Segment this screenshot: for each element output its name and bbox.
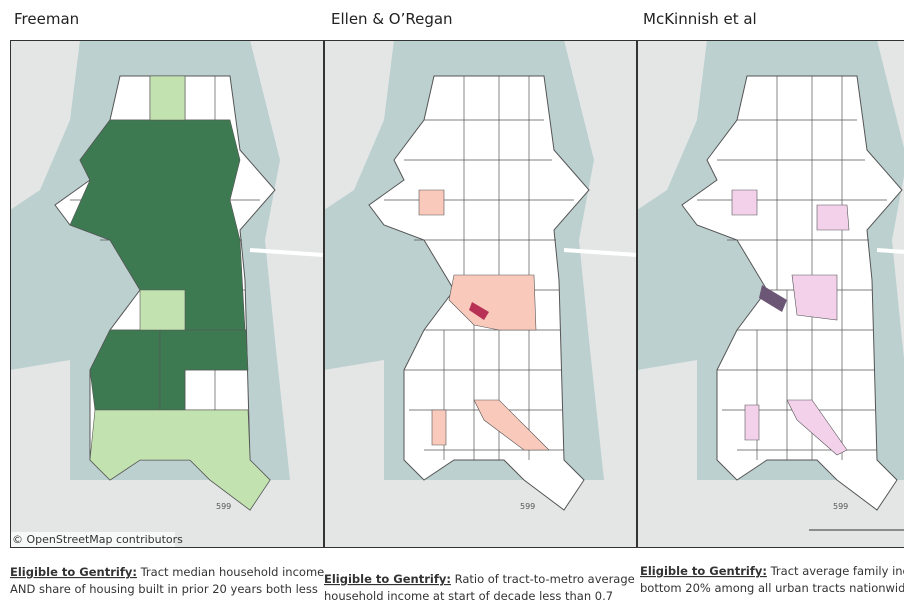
panel-title: McKinnish et al: [643, 10, 757, 28]
attribution: © OpenStreetMap contributors: [12, 533, 183, 546]
panel-title: Ellen & O’Regan: [331, 10, 453, 28]
description: Eligible to Gentrify: Tract median house…: [10, 565, 324, 579]
eligible-region: [792, 275, 837, 320]
eligible-region: [419, 190, 444, 215]
description-line: household income at start of decade less…: [324, 589, 613, 603]
description-line: Ratio of tract-to-metro average: [451, 572, 635, 586]
map-mckinnish: 599: [637, 40, 904, 547]
description-line: AND share of housing built in prior 20 y…: [10, 582, 318, 596]
description-label: Eligible to Gentrify:: [10, 565, 137, 579]
description-label: Eligible to Gentrify:: [640, 564, 767, 578]
map-freeman: © OpenStreetMap contributors 599: [10, 40, 323, 547]
description-line: bottom 20% among all urban tracts nation…: [640, 581, 904, 595]
description-line: Tract median household income: [137, 565, 324, 579]
description: Eligible to Gentrify: Tract average fami…: [640, 564, 904, 578]
road-label: 599: [833, 502, 848, 511]
panel-title: Freeman: [14, 10, 79, 28]
map-ellen: 599: [324, 40, 637, 547]
description-label: Eligible to Gentrify:: [324, 572, 451, 586]
road-label: 599: [520, 502, 535, 511]
road-label: 599: [216, 502, 231, 511]
description-line: Tract average family incom: [767, 564, 904, 578]
description: Eligible to Gentrify: Ratio of tract-to-…: [324, 572, 635, 586]
